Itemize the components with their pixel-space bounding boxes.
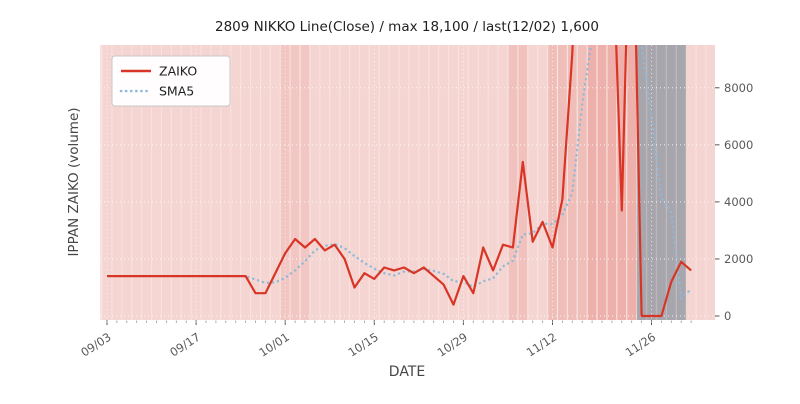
- pink-day-stripe: [399, 45, 409, 320]
- gridlines: [100, 45, 715, 320]
- pink-day-stripe: [528, 45, 538, 320]
- pink-day-stripe: [389, 45, 399, 320]
- pink-day-stripe: [488, 45, 498, 320]
- pink-day-stripe: [607, 45, 617, 320]
- pink-day-stripe: [429, 45, 439, 320]
- series-lines: [107, 45, 693, 318]
- pink-day-stripe: [211, 45, 221, 320]
- pink-day-stripe: [449, 45, 458, 320]
- chart-title: 2809 NIKKO Line(Close) / max 18,100 / la…: [215, 19, 599, 35]
- legend-zaiko-label: ZAIKO: [159, 64, 197, 79]
- pink-day-stripe: [251, 45, 260, 320]
- pink-day-stripe: [538, 45, 547, 320]
- gray-band-stripe: [656, 45, 667, 320]
- x-axis-label: DATE: [389, 364, 425, 380]
- legend: ZAIKO SMA5: [111, 55, 231, 107]
- pink-day-stripe: [558, 45, 567, 320]
- pink-day-stripe: [468, 45, 478, 320]
- gray-band-stripe-inner: [657, 45, 666, 320]
- x-tick-label: 10/29: [435, 330, 470, 360]
- x-tick-label: 10/01: [256, 330, 291, 360]
- pink-day-stripe: [548, 45, 557, 320]
- pink-day-stripe: [300, 45, 310, 320]
- y-tick-label: 0: [724, 309, 731, 323]
- pink-day-stripe: [171, 45, 181, 320]
- x-tick-label: 11/12: [524, 330, 559, 360]
- pink-day-stripe: [201, 45, 211, 320]
- pink-day-stripe: [369, 45, 379, 320]
- pink-day-stripe: [706, 45, 715, 320]
- pink-day-stripe: [290, 45, 300, 320]
- pink-day-stripe: [459, 45, 468, 320]
- y-axis-label: IPPAN ZAIKO (volume): [66, 107, 82, 256]
- pink-day-stripe: [241, 45, 250, 320]
- background-bands: [102, 45, 715, 320]
- pink-day-stripe: [478, 45, 488, 320]
- gray-band-stripe: [636, 45, 647, 320]
- gray-band-stripe: [676, 45, 687, 320]
- pink-day-stripe: [320, 45, 330, 320]
- y-tick-label: 6000: [724, 138, 753, 152]
- x-tick-label: 10/15: [346, 330, 381, 360]
- pink-day-stripe: [221, 45, 231, 320]
- gray-band-stripe: [666, 45, 677, 320]
- y-tick-label: 4000: [724, 195, 753, 209]
- pink-day-stripe: [439, 45, 448, 320]
- pink-day-stripe: [122, 45, 132, 320]
- pink-day-stripe: [567, 45, 577, 320]
- pink-day-stripe: [280, 45, 290, 320]
- pink-day-stripe: [350, 45, 359, 320]
- pink-day-stripe: [181, 45, 191, 320]
- pink-day-stripe: [270, 45, 280, 320]
- zaiko-line: [107, 45, 692, 318]
- pink-day-stripe: [162, 45, 171, 320]
- pink-day-stripe: [152, 45, 161, 320]
- x-tick-label: 09/17: [167, 330, 202, 360]
- pink-day-stripe: [508, 45, 518, 320]
- y-tick-label: 2000: [724, 252, 753, 266]
- pink-day-stripe: [409, 45, 419, 320]
- pink-day-stripe: [419, 45, 429, 320]
- legend-box: [111, 55, 231, 107]
- pink-day-stripe: [310, 45, 320, 320]
- pink-day-stripe: [191, 45, 201, 320]
- pink-day-stripe: [379, 45, 389, 320]
- pink-day-stripe: [330, 45, 340, 320]
- gray-band-stripe-inner: [676, 45, 686, 320]
- x-tick-label: 11/26: [623, 330, 658, 360]
- y-tick-label: 8000: [724, 81, 753, 95]
- pink-day-stripe: [518, 45, 528, 320]
- pink-day-stripe: [360, 45, 369, 320]
- pink-day-stripe: [231, 45, 241, 320]
- pink-day-stripe: [261, 45, 270, 320]
- pink-day-stripe: [132, 45, 142, 320]
- pink-day-stripe: [627, 45, 637, 320]
- gray-band-stripe: [646, 45, 657, 320]
- x-tick-label: 09/03: [78, 330, 113, 360]
- pink-day-stripe: [597, 45, 607, 320]
- legend-sma5-label: SMA5: [159, 84, 194, 99]
- pink-day-stripe: [577, 45, 587, 320]
- pink-day-stripe: [142, 45, 151, 320]
- pink-day-stripe: [686, 45, 696, 320]
- pink-day-stripe: [102, 45, 112, 320]
- pink-day-stripe: [340, 45, 349, 320]
- gray-band-stripe-inner: [647, 45, 656, 320]
- pink-day-stripe: [498, 45, 508, 320]
- pink-day-stripe: [587, 45, 597, 320]
- pink-day-stripe: [696, 45, 706, 320]
- gray-band-stripe-inner: [667, 45, 676, 320]
- gray-band-stripe-inner: [637, 45, 646, 320]
- pink-day-stripe: [112, 45, 122, 320]
